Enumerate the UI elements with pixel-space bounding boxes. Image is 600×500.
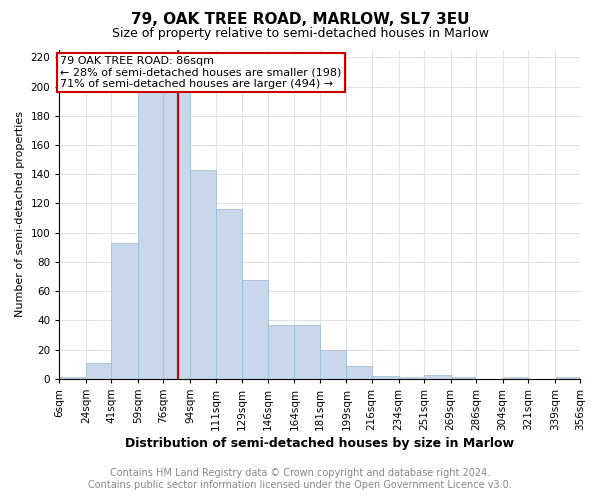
Bar bbox=[86, 363, 112, 379]
Bar bbox=[242, 280, 268, 379]
Bar bbox=[555, 378, 580, 379]
Bar bbox=[112, 243, 138, 379]
X-axis label: Distribution of semi-detached houses by size in Marlow: Distribution of semi-detached houses by … bbox=[125, 437, 514, 450]
Bar bbox=[59, 378, 86, 379]
Bar bbox=[138, 86, 163, 379]
Bar bbox=[295, 325, 320, 379]
Text: 79 OAK TREE ROAD: 86sqm
← 28% of semi-detached houses are smaller (198)
71% of s: 79 OAK TREE ROAD: 86sqm ← 28% of semi-de… bbox=[60, 56, 341, 89]
Bar bbox=[163, 86, 190, 379]
Bar bbox=[424, 374, 451, 379]
Y-axis label: Number of semi-detached properties: Number of semi-detached properties bbox=[15, 112, 25, 318]
Text: Size of property relative to semi-detached houses in Marlow: Size of property relative to semi-detach… bbox=[112, 28, 488, 40]
Bar bbox=[320, 350, 346, 379]
Bar bbox=[346, 366, 372, 379]
Text: Contains HM Land Registry data © Crown copyright and database right 2024.
Contai: Contains HM Land Registry data © Crown c… bbox=[88, 468, 512, 490]
Bar bbox=[215, 210, 242, 379]
Bar bbox=[398, 378, 424, 379]
Bar bbox=[372, 376, 398, 379]
Bar bbox=[451, 378, 476, 379]
Bar bbox=[268, 325, 295, 379]
Text: 79, OAK TREE ROAD, MARLOW, SL7 3EU: 79, OAK TREE ROAD, MARLOW, SL7 3EU bbox=[131, 12, 469, 28]
Bar bbox=[503, 378, 528, 379]
Bar bbox=[190, 170, 215, 379]
